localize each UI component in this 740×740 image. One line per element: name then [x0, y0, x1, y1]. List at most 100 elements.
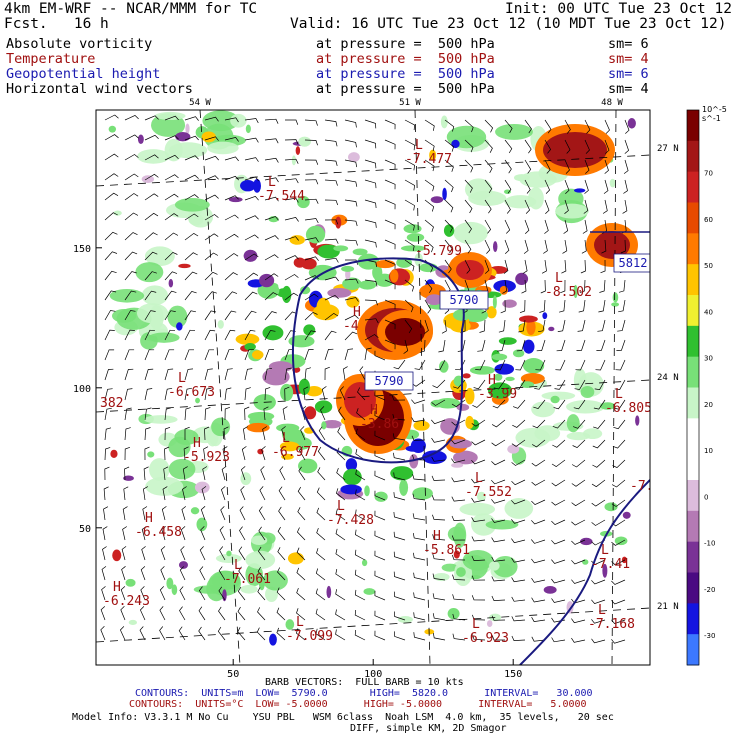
wind-barb — [364, 318, 379, 324]
wind-barb — [592, 439, 606, 449]
wind-barb — [144, 427, 151, 441]
latitude-line — [96, 607, 650, 643]
vorticity-blob — [168, 279, 174, 288]
wind-barb — [217, 626, 226, 641]
x-tick-label: 150 — [504, 669, 522, 680]
wind-barb — [304, 330, 317, 341]
vorticity-blob — [363, 588, 376, 595]
colorbar-tick-label: 0 — [704, 493, 708, 501]
vorticity-blob — [230, 113, 247, 128]
wind-barb — [164, 154, 179, 161]
temperature-value-label: -8.502 — [545, 285, 592, 300]
vorticity-blob — [400, 245, 426, 252]
wind-barb — [475, 359, 486, 371]
wind-barb — [576, 339, 586, 351]
wind-barb — [199, 546, 206, 561]
vorticity-blob — [301, 258, 317, 270]
wind-barb — [471, 459, 486, 465]
wind-barb — [511, 596, 526, 602]
wind-barb — [264, 292, 278, 301]
vorticity-blob — [519, 315, 538, 323]
wind-barb — [411, 399, 426, 404]
wind-barb — [571, 459, 586, 468]
wind-barb — [555, 359, 566, 371]
temperature-value-label: -6.977 — [272, 445, 319, 460]
temperature-value-label: -7.099 — [286, 629, 333, 644]
vorticity-blob — [471, 575, 481, 580]
wind-barb — [184, 252, 198, 261]
wind-barb — [276, 587, 286, 601]
wind-barb — [200, 526, 206, 541]
wind-barb — [204, 368, 213, 381]
vorticity-blob — [340, 484, 362, 495]
vorticity-blob — [555, 203, 589, 219]
vorticity-blob — [566, 400, 605, 414]
vorticity-blob — [486, 306, 497, 319]
wind-barb — [260, 466, 266, 481]
wind-barb — [182, 486, 187, 501]
wind-barb — [535, 359, 546, 371]
vorticity-blob — [195, 397, 200, 404]
wind-barb — [564, 159, 570, 174]
wind-barb — [280, 446, 286, 461]
wind-barb — [244, 387, 251, 401]
vorticity-blob — [430, 196, 444, 204]
wind-barb — [473, 379, 486, 390]
vorticity-blob — [136, 303, 169, 324]
wind-barb — [184, 310, 196, 321]
wind-barb — [374, 450, 386, 461]
coastline-path — [519, 479, 650, 665]
wind-barb — [103, 486, 109, 501]
wind-barb — [374, 490, 386, 501]
wind-barb — [611, 479, 626, 488]
temperature-extremum-marker: L — [282, 431, 290, 446]
wind-barb — [491, 576, 506, 582]
temperature-extremum-marker: H — [433, 529, 441, 544]
wind-barb — [374, 390, 386, 401]
temperature-extremum-marker: L — [555, 271, 563, 286]
wind-barb — [164, 135, 179, 141]
wind-barb — [551, 637, 566, 643]
wind-barb — [374, 510, 386, 521]
wind-barb — [200, 506, 206, 521]
wind-barb — [139, 606, 146, 621]
wind-barb — [574, 379, 586, 390]
wind-barb — [431, 456, 446, 462]
wind-barb — [144, 232, 158, 241]
wind-barb — [484, 219, 492, 234]
vorticity-blob — [240, 179, 256, 192]
vorticity-blob — [543, 586, 557, 594]
wind-barb — [104, 270, 117, 281]
wind-barb — [342, 366, 348, 381]
vorticity-blob — [406, 233, 425, 242]
wind-barb — [104, 368, 114, 381]
wind-barb — [579, 279, 586, 293]
wind-barb — [336, 467, 346, 481]
wind-barb — [413, 592, 426, 601]
wind-barb — [284, 217, 299, 222]
wind-barb — [523, 239, 529, 254]
vorticity-blob — [515, 272, 529, 286]
wind-barb — [356, 408, 366, 421]
wind-barb — [164, 310, 176, 321]
wind-barb — [432, 514, 446, 521]
vorticity-blob — [453, 221, 488, 245]
wind-barb — [164, 115, 179, 121]
vorticity-blob — [361, 559, 368, 567]
vorticity-blob — [566, 432, 591, 441]
temperature-value-label: -3.86 — [360, 417, 399, 432]
wind-barb — [204, 194, 219, 201]
wind-barb — [161, 506, 167, 521]
colorbar-tick-label: 40 — [704, 308, 713, 316]
temperature-extremum-marker: H — [113, 580, 121, 595]
vorticity-blob — [168, 458, 196, 480]
wind-barb — [184, 426, 190, 440]
vorticity-blob — [449, 439, 473, 449]
wind-barb — [384, 279, 396, 290]
field-smoothing: sm= 4 — [608, 51, 649, 67]
vorticity-blob — [399, 479, 409, 496]
wind-barb — [239, 526, 246, 541]
wind-barb — [184, 387, 192, 401]
wind-barb — [264, 330, 276, 341]
wind-barb — [276, 607, 286, 621]
